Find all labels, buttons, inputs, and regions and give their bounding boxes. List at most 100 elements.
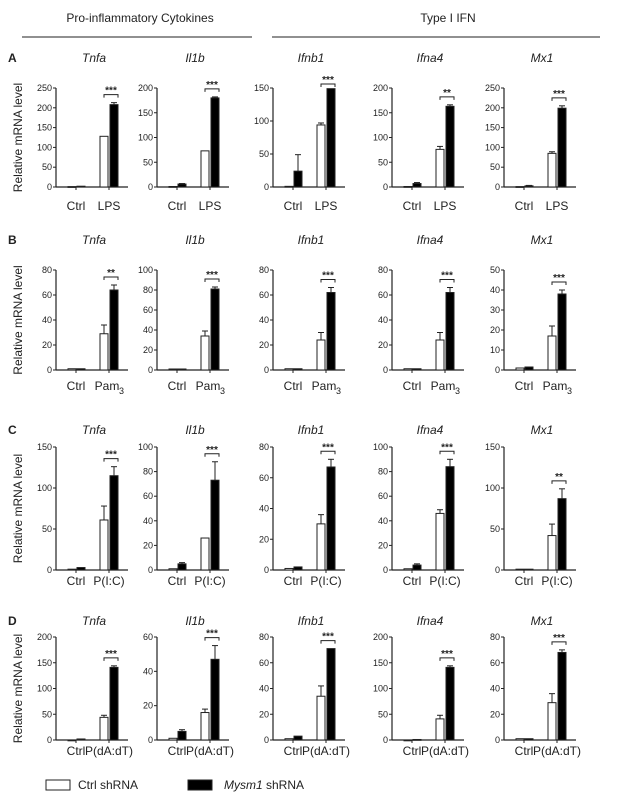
- bar-ctrl-shrna: [67, 568, 77, 571]
- chart-title: Tnfa: [82, 614, 106, 628]
- bar-ctrl-shrna: [284, 185, 294, 188]
- bar-ctrl-shrna: [168, 568, 178, 571]
- x-label-ctrl: Ctrl: [168, 379, 187, 393]
- bar-mysm1-shrna: [557, 651, 567, 741]
- y-axis-label: Relative mRNA level: [11, 83, 25, 192]
- bar-ctrl-shrna: [547, 535, 557, 571]
- significance-bracket: [103, 94, 119, 98]
- x-label-ctrl: Ctrl: [284, 574, 303, 588]
- x-label-ctrl: Ctrl: [67, 199, 86, 213]
- bar-mysm1-shrna: [177, 368, 187, 371]
- bar-mysm1-shrna: [524, 185, 534, 188]
- x-label-ctrl: Ctrl: [67, 379, 86, 393]
- bar-ctrl-shrna: [403, 739, 413, 742]
- x-label-treatment: P(I:C): [429, 574, 460, 588]
- bar-chart-c-ifna4: Ifna4 0 20 40 60 80 100 *** Ctrl P(I:C): [373, 423, 464, 588]
- legend-label-mysm1-gene: Mysm1: [224, 778, 263, 792]
- bar-ctrl-shrna: [67, 186, 77, 188]
- bar-mysm1-shrna: [412, 564, 422, 571]
- significance-stars: ***: [322, 442, 334, 453]
- chart-title: Il1b: [185, 51, 205, 65]
- significance-bracket: [204, 637, 220, 641]
- y-tick-label: 20: [490, 325, 500, 335]
- y-tick-label: 100: [138, 133, 153, 143]
- y-tick-label: 0: [47, 735, 52, 745]
- bar-chart-b-tnfa: Tnfa 0 20 40 60 80 ** Ctrl Pam 3: [42, 233, 128, 396]
- bar-mysm1-shrna: [412, 738, 422, 741]
- y-tick-label: 150: [373, 658, 388, 668]
- bar-ctrl-shrna: [435, 512, 445, 571]
- bar-ctrl-shrna: [316, 523, 326, 571]
- x-label-ctrl: Ctrl: [67, 574, 86, 588]
- x-label-ctrl: Ctrl: [168, 744, 187, 758]
- bar-mysm1-shrna: [326, 466, 336, 571]
- legend: Ctrl shRNA Mysm1 shRNA: [45, 778, 304, 792]
- bar-ctrl-shrna: [316, 124, 326, 188]
- bar-ctrl-shrna: [403, 368, 413, 371]
- y-tick-label: 80: [259, 265, 269, 275]
- legend-label-mysm1-suffix: shRNA: [263, 778, 304, 792]
- significance-bracket: [320, 83, 336, 87]
- bar-mysm1-shrna: [109, 475, 119, 571]
- y-tick-label: 50: [490, 524, 500, 534]
- x-label-treatment: Pam: [196, 379, 221, 393]
- significance-bracket: [204, 453, 220, 457]
- y-tick-label: 50: [378, 709, 388, 719]
- bar-ctrl-shrna: [99, 135, 109, 188]
- x-label-ctrl: Ctrl: [284, 379, 303, 393]
- bar-mysm1-shrna: [293, 368, 303, 371]
- bar-chart-d-tnfa: Tnfa 0 50 100 150 200 *** Ctrl P(dA:dT): [37, 614, 133, 758]
- bar-chart-a-tnfa: Tnfa 0 50 100 150 200 250 *** Ctrl LPS: [37, 51, 128, 213]
- significance-stars: ***: [206, 629, 218, 640]
- bar-mysm1-shrna: [445, 105, 455, 188]
- significance-stars: ***: [322, 75, 334, 86]
- x-label-ctrl: Ctrl: [168, 199, 187, 213]
- significance-stars: ***: [206, 270, 218, 281]
- chart-title: Ifnb1: [298, 614, 325, 628]
- y-tick-label: 50: [143, 157, 153, 167]
- bar-chart-b-mx1: Mx1 0 10 20 30 40 50 *** Ctrl Pam 3: [490, 233, 576, 396]
- bar-ctrl-shrna: [515, 738, 525, 741]
- x-label-treatment: P(dA:dT): [533, 744, 581, 758]
- bar-mysm1-shrna: [326, 88, 336, 188]
- significance-stars: ***: [206, 80, 218, 91]
- significance-bracket: [439, 450, 455, 455]
- panel-letter: A: [8, 51, 17, 65]
- x-label-treatment: P(dA:dT): [186, 744, 234, 758]
- bar-ctrl-shrna: [547, 702, 557, 741]
- x-label-ctrl: Ctrl: [515, 744, 534, 758]
- bar-ctrl-shrna: [168, 186, 178, 188]
- y-tick-label: 60: [378, 290, 388, 300]
- x-label-ctrl: Ctrl: [403, 744, 422, 758]
- bar-mysm1-shrna: [109, 666, 119, 741]
- panel-letter: B: [8, 233, 17, 247]
- y-tick-label: 0: [47, 565, 52, 575]
- bar-ctrl-shrna: [99, 519, 109, 571]
- significance-stars: ***: [322, 632, 334, 643]
- y-tick-label: 60: [378, 491, 388, 501]
- y-tick-label: 100: [373, 133, 388, 143]
- significance-stars: ***: [553, 89, 565, 100]
- bar-mysm1-shrna: [445, 292, 455, 371]
- x-label-treatment: P(I:C): [541, 574, 572, 588]
- y-tick-label: 0: [148, 735, 153, 745]
- y-tick-label: 200: [485, 103, 500, 113]
- y-tick-label: 30: [490, 305, 500, 315]
- significance-bracket: [204, 88, 220, 92]
- y-tick-label: 40: [259, 684, 269, 694]
- bar-mysm1-shrna: [557, 498, 567, 571]
- x-label-treatment: Pam: [95, 379, 120, 393]
- y-tick-label: 20: [378, 540, 388, 550]
- y-tick-label: 0: [495, 735, 500, 745]
- bar-mysm1-shrna: [76, 185, 86, 188]
- bar-ctrl-shrna: [200, 537, 210, 571]
- y-tick-label: 20: [259, 534, 269, 544]
- bar-mysm1-shrna: [524, 568, 534, 571]
- panel-letter: C: [8, 423, 17, 437]
- significance-stars: ***: [105, 649, 117, 660]
- chart-title: Il1b: [185, 423, 205, 437]
- y-tick-label: 60: [259, 290, 269, 300]
- bar-chart-d-il1b: Il1b 0 20 40 60 *** Ctrl P(dA:dT): [143, 614, 234, 758]
- bar-ctrl-shrna: [168, 368, 178, 371]
- chart-title: Ifnb1: [298, 233, 325, 247]
